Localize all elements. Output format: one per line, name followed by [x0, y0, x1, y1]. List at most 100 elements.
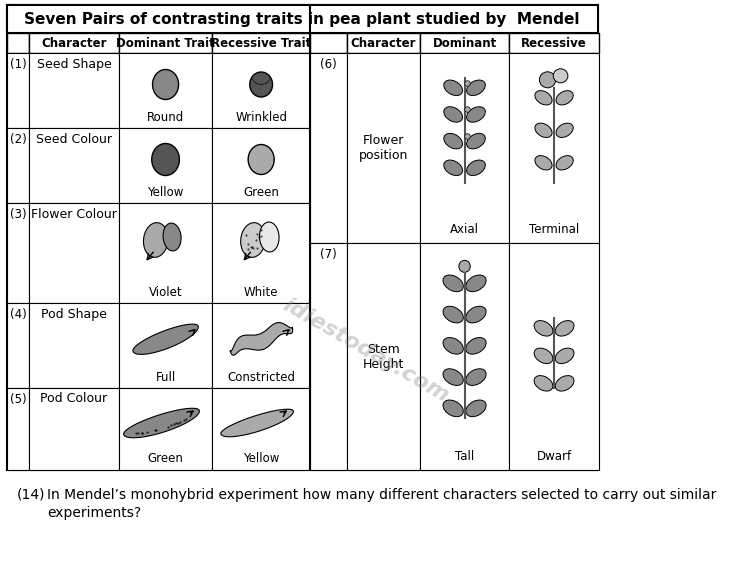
Ellipse shape: [555, 320, 574, 336]
Text: (3): (3): [10, 207, 26, 220]
Ellipse shape: [535, 91, 552, 105]
Text: Green: Green: [243, 186, 279, 198]
Ellipse shape: [241, 223, 265, 257]
Bar: [29, 53, 119, 128]
Bar: [119, 203, 212, 303]
Text: (7): (7): [320, 248, 337, 261]
Bar: [420, 243, 509, 470]
Ellipse shape: [248, 144, 274, 174]
Text: (2): (2): [10, 132, 26, 145]
Bar: [310, 33, 346, 53]
Bar: [7, 128, 29, 203]
Ellipse shape: [466, 306, 486, 323]
Text: Pod Colour: Pod Colour: [40, 392, 108, 406]
Bar: [29, 33, 119, 53]
Bar: [7, 5, 598, 33]
Text: Dominant Trait: Dominant Trait: [116, 36, 215, 49]
Bar: [29, 388, 119, 470]
Polygon shape: [123, 408, 199, 438]
Ellipse shape: [259, 222, 279, 252]
Bar: [29, 128, 119, 203]
Bar: [7, 303, 29, 388]
Text: experiments?: experiments?: [48, 506, 141, 520]
Bar: [7, 33, 29, 53]
Ellipse shape: [443, 337, 464, 354]
Bar: [212, 203, 310, 303]
Bar: [310, 53, 346, 243]
Bar: [119, 388, 212, 470]
Ellipse shape: [556, 156, 574, 170]
Text: Constricted: Constricted: [227, 370, 295, 383]
Bar: [212, 128, 310, 203]
Bar: [212, 33, 310, 53]
Text: (1): (1): [10, 57, 26, 70]
Ellipse shape: [535, 156, 552, 170]
Ellipse shape: [163, 223, 181, 251]
Bar: [119, 33, 212, 53]
Ellipse shape: [443, 400, 464, 417]
Ellipse shape: [466, 275, 486, 292]
Text: Wrinkled: Wrinkled: [236, 111, 287, 123]
Bar: [119, 303, 212, 388]
Text: Green: Green: [148, 453, 184, 466]
Text: Seed Shape: Seed Shape: [36, 57, 111, 70]
Text: Flower
position: Flower position: [359, 134, 408, 162]
Bar: [346, 33, 420, 53]
Text: Tall: Tall: [455, 449, 474, 462]
Text: Dominant: Dominant: [432, 36, 496, 49]
Ellipse shape: [250, 72, 273, 97]
Bar: [7, 5, 598, 470]
Ellipse shape: [444, 80, 463, 95]
Text: (6): (6): [320, 57, 337, 70]
Bar: [7, 388, 29, 470]
Ellipse shape: [534, 375, 553, 391]
Ellipse shape: [539, 72, 556, 88]
Text: Stem
Height: Stem Height: [363, 343, 404, 370]
Text: Full: Full: [155, 370, 175, 383]
Ellipse shape: [143, 223, 168, 257]
Ellipse shape: [534, 348, 553, 364]
Ellipse shape: [459, 260, 470, 272]
Bar: [119, 128, 212, 203]
Bar: [310, 243, 346, 470]
Bar: [29, 303, 119, 388]
Bar: [212, 388, 310, 470]
Text: Axial: Axial: [450, 223, 479, 236]
Polygon shape: [230, 323, 293, 355]
Ellipse shape: [555, 375, 574, 391]
Text: Character: Character: [42, 36, 107, 49]
Ellipse shape: [467, 107, 485, 122]
Ellipse shape: [443, 369, 464, 386]
Ellipse shape: [443, 275, 464, 292]
Ellipse shape: [467, 80, 485, 95]
Text: Dwarf: Dwarf: [536, 449, 571, 462]
Ellipse shape: [554, 69, 568, 83]
Text: Seed Colour: Seed Colour: [36, 132, 112, 145]
Text: idiestoday.com: idiestoday.com: [279, 294, 452, 406]
Ellipse shape: [444, 160, 463, 176]
Text: Recessive Trait: Recessive Trait: [211, 36, 311, 49]
Bar: [420, 33, 509, 53]
Ellipse shape: [152, 144, 179, 176]
Text: Yellow: Yellow: [243, 453, 279, 466]
Ellipse shape: [466, 369, 486, 386]
Bar: [509, 33, 599, 53]
Ellipse shape: [444, 133, 463, 149]
Text: Seven Pairs of contrasting traits in pea plant studied by  Mendel: Seven Pairs of contrasting traits in pea…: [25, 11, 580, 27]
Ellipse shape: [444, 107, 463, 122]
Bar: [212, 53, 310, 128]
Text: Violet: Violet: [149, 286, 182, 299]
Ellipse shape: [535, 123, 552, 137]
Ellipse shape: [467, 160, 485, 176]
Bar: [119, 53, 212, 128]
Text: (5): (5): [10, 392, 26, 406]
Bar: [7, 53, 29, 128]
Bar: [346, 53, 420, 243]
Ellipse shape: [556, 91, 574, 105]
Ellipse shape: [534, 320, 553, 336]
Bar: [29, 203, 119, 303]
Bar: [346, 243, 420, 470]
Text: White: White: [244, 286, 279, 299]
Bar: [420, 53, 509, 243]
Ellipse shape: [556, 123, 574, 137]
